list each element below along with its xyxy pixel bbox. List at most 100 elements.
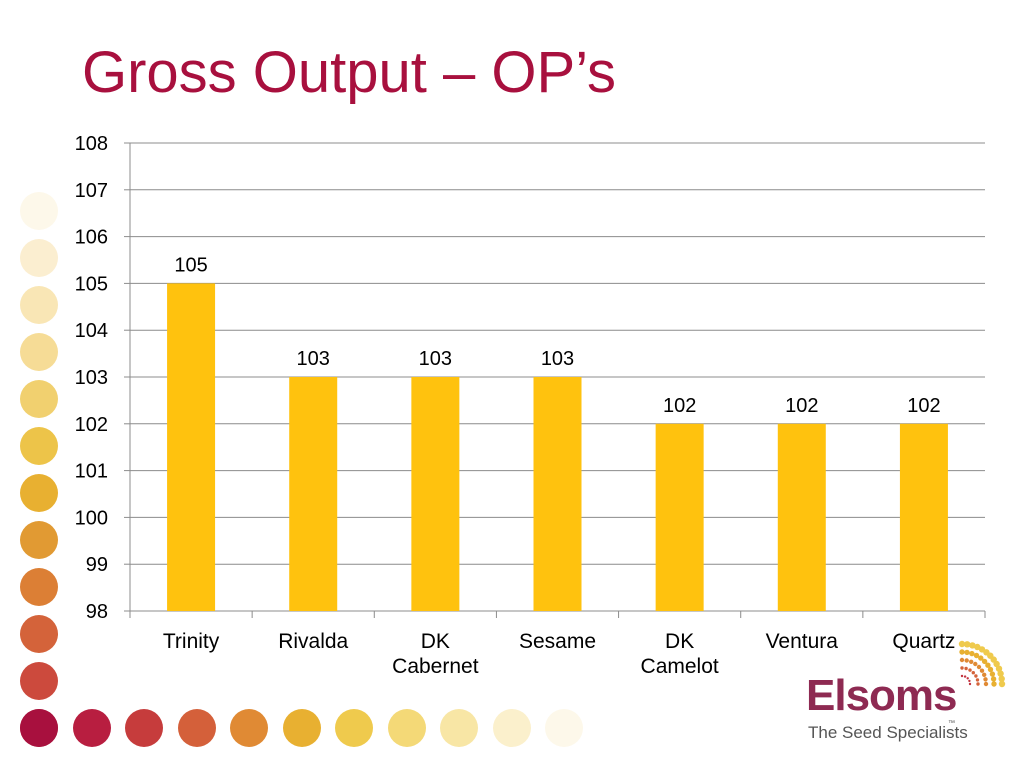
data-label: 105 bbox=[174, 254, 207, 276]
logo-trademark: ™ bbox=[948, 720, 955, 727]
decorative-dot bbox=[20, 474, 58, 512]
x-tick-label: DK Cabernet bbox=[392, 630, 479, 678]
seed-dot bbox=[975, 678, 980, 682]
decorative-dot bbox=[20, 192, 58, 230]
seed-dot bbox=[964, 666, 968, 671]
logo-tagline: The Seed Specialists bbox=[808, 723, 968, 742]
seed-dot bbox=[964, 649, 970, 656]
data-label: 103 bbox=[297, 348, 330, 370]
decorative-dot bbox=[20, 662, 58, 700]
y-tick-label: 98 bbox=[86, 601, 108, 623]
x-tick-label-line: Ventura bbox=[766, 630, 839, 653]
data-labels: 105 103 103 103 102 102 102 bbox=[174, 254, 940, 416]
seed-dot bbox=[976, 682, 980, 686]
bar bbox=[655, 423, 704, 611]
decorative-dot bbox=[20, 521, 58, 559]
x-tick-labels: Trinity Rivalda DK Cabernet Sesame DK Camelot V… bbox=[163, 630, 956, 678]
bars bbox=[167, 283, 948, 611]
logo-wordmark: Elsoms bbox=[806, 671, 958, 720]
y-tick-label: 100 bbox=[75, 507, 108, 529]
seed-dot bbox=[968, 668, 972, 672]
seed-dot bbox=[976, 664, 982, 670]
data-label: 102 bbox=[785, 395, 818, 417]
x-tick-label-line: Quartz bbox=[892, 630, 955, 653]
slide-title: Gross Output – OP’s bbox=[82, 40, 617, 105]
bar bbox=[167, 283, 216, 611]
y-tick-label: 101 bbox=[75, 461, 108, 483]
decorative-dot bbox=[20, 239, 58, 277]
seed-dot bbox=[990, 676, 997, 682]
seed-dot bbox=[969, 642, 976, 649]
seed-dot bbox=[973, 652, 980, 659]
x-tick-label-line: Sesame bbox=[519, 630, 596, 653]
decorative-dot bbox=[20, 380, 58, 418]
seed-dot bbox=[998, 675, 1005, 682]
seed-dot bbox=[981, 658, 988, 665]
seed-dot bbox=[995, 665, 1003, 672]
seed-dot bbox=[997, 670, 1004, 677]
y-tick-label: 99 bbox=[86, 554, 108, 576]
seed-dot bbox=[960, 674, 964, 678]
seed-dot bbox=[960, 666, 964, 670]
bar bbox=[533, 377, 582, 611]
decorative-dot bbox=[230, 709, 268, 747]
x-tick-label: Ventura bbox=[766, 630, 839, 653]
decorative-dot bbox=[20, 427, 58, 465]
seed-dot bbox=[991, 681, 997, 687]
decorative-dot bbox=[282, 709, 321, 747]
seed-dot bbox=[987, 666, 994, 673]
seed-dot bbox=[973, 661, 978, 667]
decorative-dot bbox=[545, 709, 583, 747]
seed-dot bbox=[969, 650, 975, 657]
bar bbox=[289, 377, 338, 611]
seed-dot bbox=[971, 671, 975, 675]
seed-dot bbox=[974, 643, 981, 651]
data-label: 102 bbox=[663, 395, 696, 417]
x-tick-label: Trinity bbox=[163, 630, 220, 653]
bar bbox=[411, 377, 460, 611]
decorative-dot bbox=[20, 615, 58, 653]
y-tick-label: 105 bbox=[75, 273, 108, 295]
decorative-dot bbox=[335, 709, 373, 747]
data-label: 103 bbox=[541, 348, 574, 370]
y-tick-label: 108 bbox=[75, 133, 108, 155]
seed-dot bbox=[968, 679, 971, 683]
decorative-dot bbox=[440, 709, 478, 747]
x-tick-label: Quartz bbox=[892, 630, 955, 653]
seed-dot bbox=[983, 681, 989, 687]
data-label: 103 bbox=[419, 348, 452, 370]
y-tick-label: 106 bbox=[75, 227, 108, 249]
y-tick-label: 102 bbox=[75, 414, 108, 436]
decorative-dot bbox=[20, 568, 58, 606]
y-tick-label: 107 bbox=[75, 180, 108, 202]
decorative-dot bbox=[20, 286, 58, 324]
seed-dot bbox=[963, 675, 967, 678]
x-tick-label-line: Rivalda bbox=[278, 630, 348, 653]
decorative-dot bbox=[125, 709, 163, 747]
seed-dot bbox=[993, 660, 1000, 668]
decorative-dot bbox=[492, 709, 531, 747]
decorative-dot bbox=[20, 709, 58, 747]
seed-dot bbox=[982, 672, 987, 677]
seed-dot bbox=[983, 677, 988, 682]
x-tick-label: Rivalda bbox=[278, 630, 348, 653]
seed-dot bbox=[959, 657, 965, 663]
seed-dot bbox=[958, 640, 966, 648]
x-tick-label: Sesame bbox=[519, 630, 596, 653]
seed-dot bbox=[985, 662, 991, 668]
decorative-dot bbox=[387, 709, 426, 747]
y-tick-label: 103 bbox=[75, 367, 108, 389]
seed-dot bbox=[974, 674, 978, 678]
seed-dot bbox=[998, 680, 1006, 688]
seed-dot bbox=[989, 671, 996, 677]
bar bbox=[899, 423, 948, 611]
x-tick-label-line: DK bbox=[665, 630, 694, 653]
seed-dot bbox=[979, 668, 985, 673]
elsoms-logo: Elsoms The Seed Specialists ™ bbox=[806, 640, 1006, 750]
y-tick-labels: 98 99 100 101 102 103 104 105 106 107 108 bbox=[75, 133, 108, 623]
seed-dot bbox=[969, 659, 974, 664]
x-tick-label: DK Camelot bbox=[641, 630, 719, 678]
seed-dot bbox=[964, 641, 971, 648]
decorative-dot bbox=[72, 709, 111, 747]
